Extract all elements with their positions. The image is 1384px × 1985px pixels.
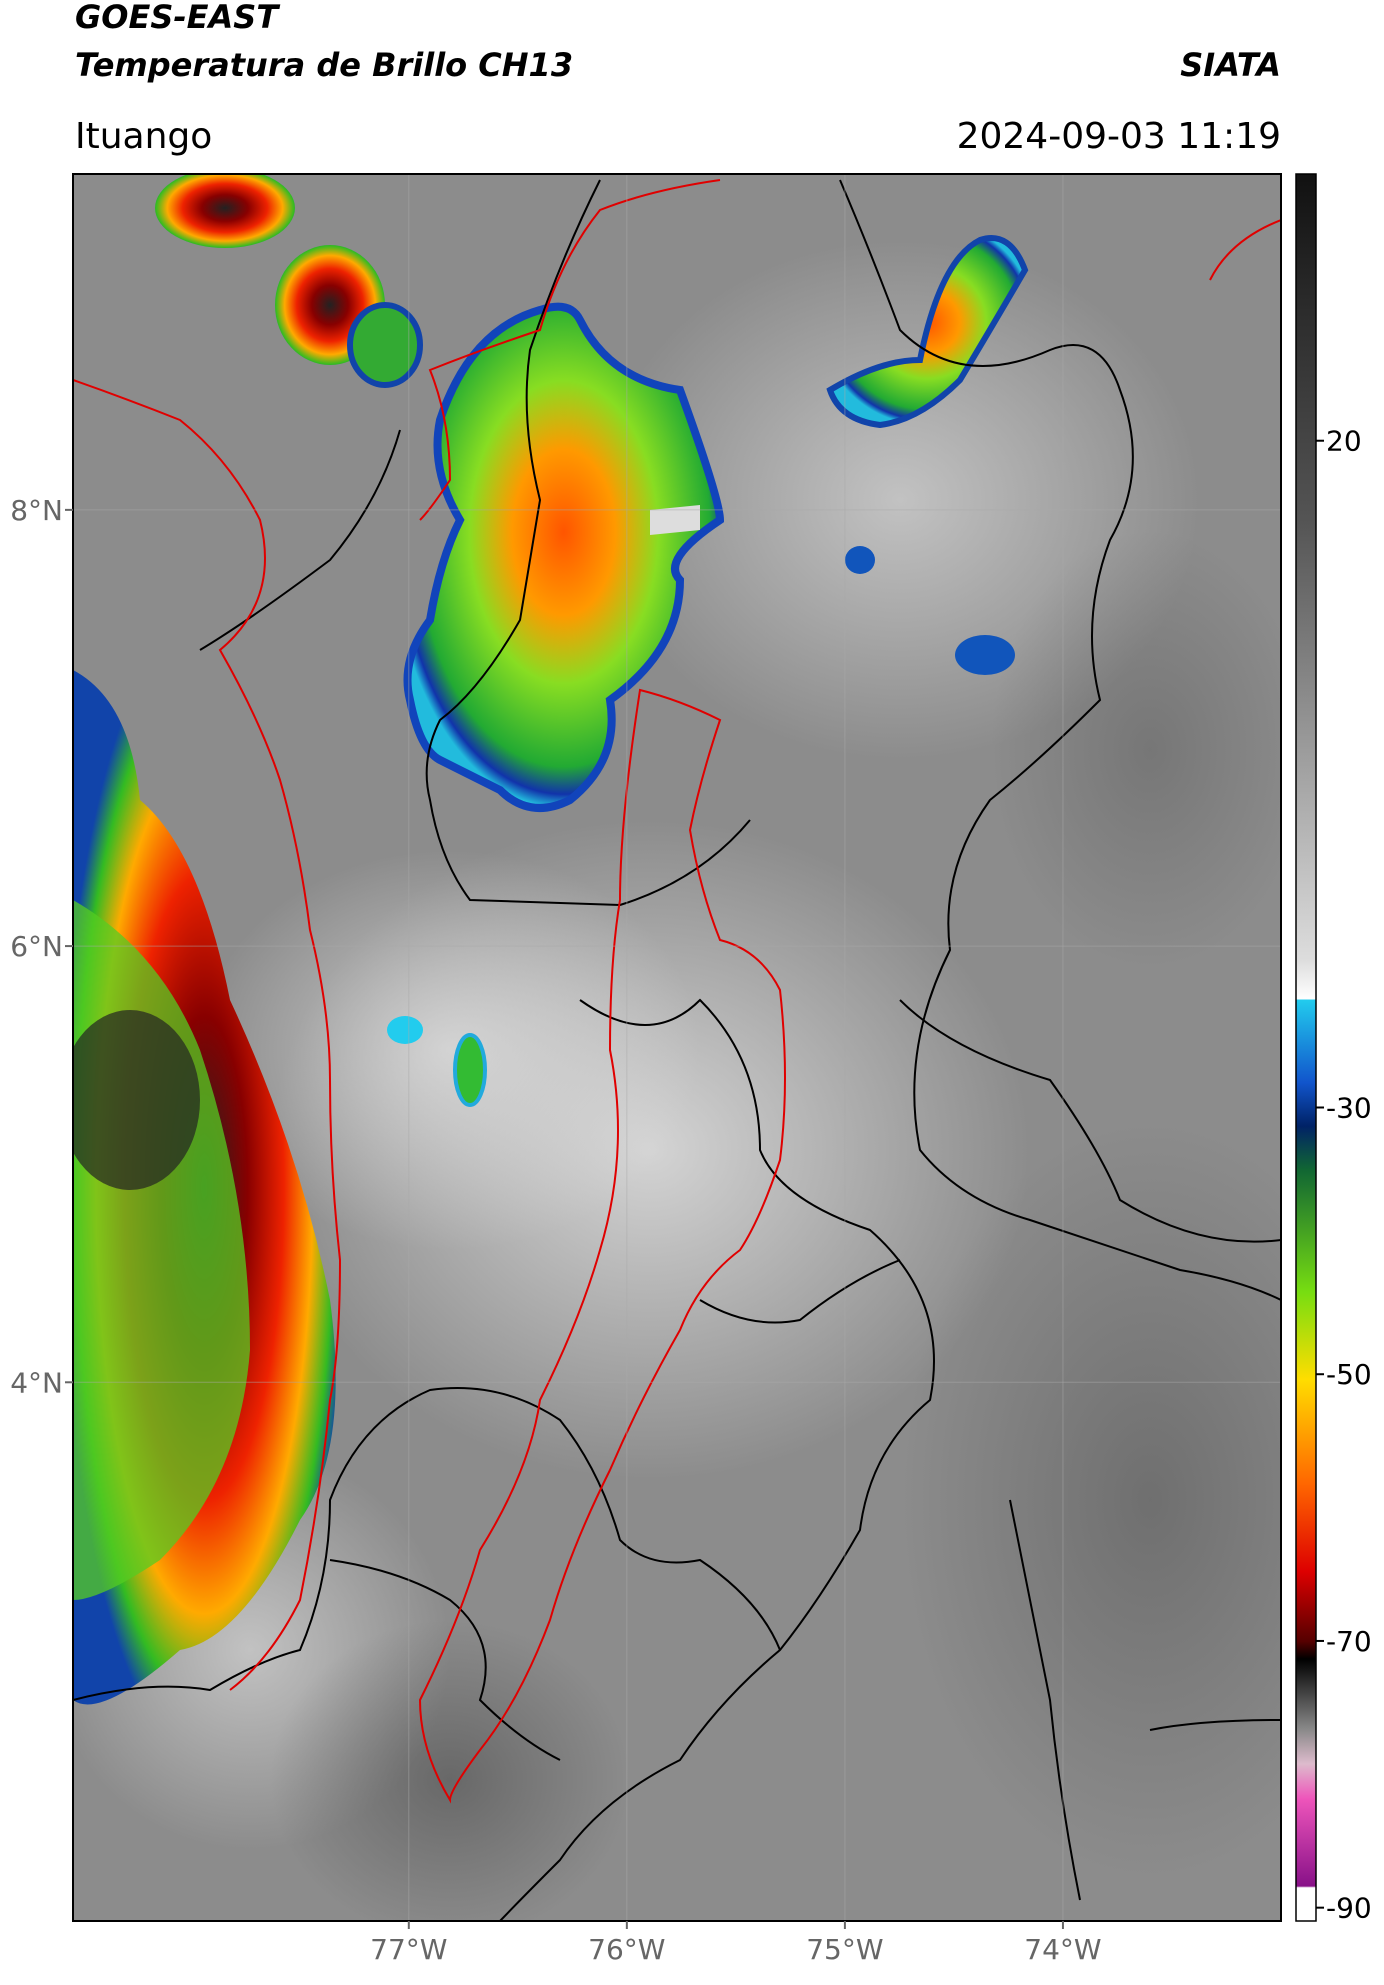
satellite-image	[73, 174, 1281, 1921]
colorbar-tick-label: -30	[1326, 1092, 1372, 1125]
map-frame	[72, 173, 1282, 1922]
x-tick-label: 75°W	[806, 1933, 883, 1966]
colorbar	[1295, 173, 1317, 1922]
title: GOES-EAST	[75, 0, 280, 36]
source: SIATA	[1180, 46, 1281, 84]
colorbar-tick-label: -90	[1326, 1892, 1372, 1925]
x-tick-label: 77°W	[370, 1933, 447, 1966]
y-tick-label: 8°N	[10, 494, 63, 527]
y-tick-label: 6°N	[10, 930, 63, 963]
x-tick-label: 76°W	[588, 1933, 665, 1966]
x-tick-label: 74°W	[1024, 1933, 1101, 1966]
location: Ituango	[75, 116, 212, 157]
subtitle: Temperatura de Brillo CH13	[75, 46, 573, 84]
colorbar-tick-label: -50	[1326, 1358, 1372, 1391]
colorbar-tick-label: -70	[1326, 1625, 1372, 1658]
datetime: 2024-09-03 11:19	[957, 116, 1281, 157]
colorbar-tick-label: 20	[1326, 425, 1362, 458]
y-tick-label: 4°N	[10, 1366, 63, 1399]
